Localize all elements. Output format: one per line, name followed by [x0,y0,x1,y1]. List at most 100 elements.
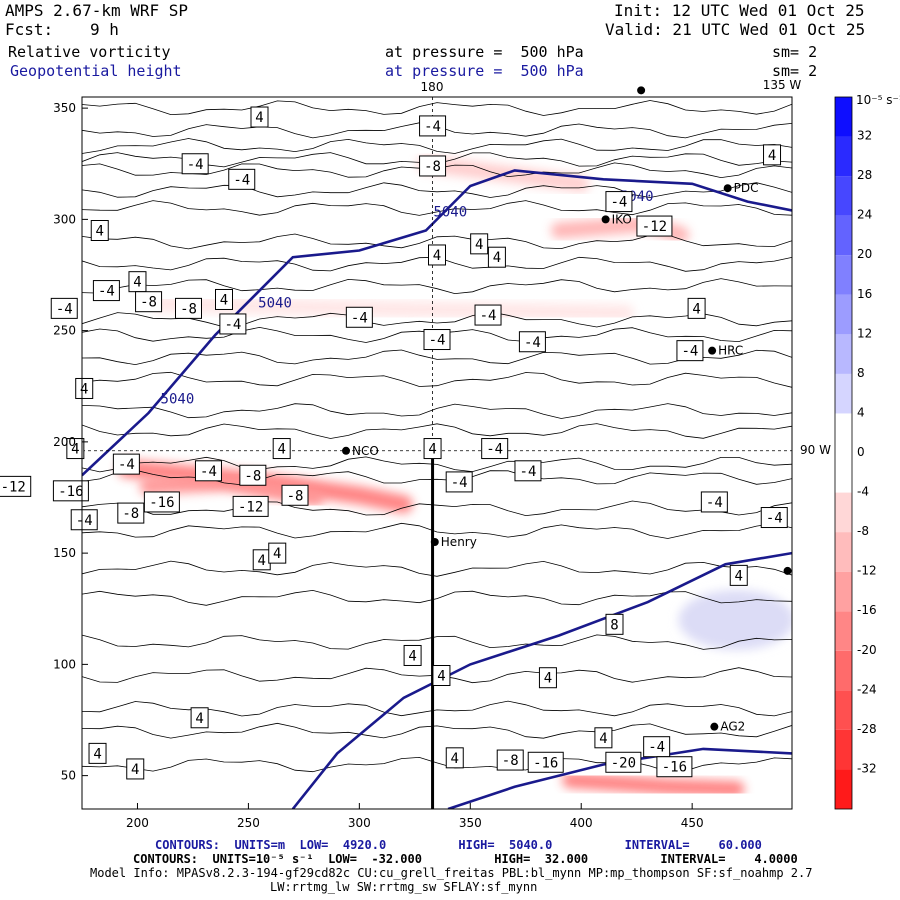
x-tick-label: 200 [126,816,149,830]
svg-text:-8: -8 [244,468,261,484]
vorticity-contour [82,456,792,473]
colorbar-tick-label: 24 [857,208,872,222]
colorbar-swatch [835,334,852,374]
station-marker: IKO [601,212,632,226]
colorbar-tick-label: -16 [857,603,877,617]
station-marker: AG2 [710,720,745,734]
colorbar-frame [834,96,853,810]
station-marker [637,86,646,95]
svg-text:4: 4 [493,250,501,266]
vorticity-contour-label: -16 [527,751,564,773]
svg-text:-4: -4 [486,442,503,458]
y-tick-label: 50 [61,769,76,783]
svg-text:4: 4 [277,442,285,458]
vorticity-contour-label: -16 [143,491,180,513]
y-tick-label: 350 [53,101,76,115]
vorticity-contour [82,589,792,606]
vorticity-contour-label: -4 [345,306,373,328]
colorbar-units: 10⁻⁵ s⁻¹ [856,93,900,107]
svg-text:-4: -4 [424,119,441,135]
svg-text:-8: -8 [140,295,157,311]
svg-text:-4: -4 [56,301,73,317]
svg-text:-4: -4 [766,511,783,527]
vorticity-contour-label: -4 [474,304,502,326]
svg-text:4: 4 [80,381,88,397]
station-marker: Henry [430,535,477,549]
vorticity-contour-label: -4 [760,507,788,529]
height-contour-label: 5040 [433,204,467,220]
svg-text:4: 4 [544,671,552,687]
vorticity-contour [82,349,792,366]
vorticity-contour-label: 4 [538,667,557,689]
vorticity-contour-label: -4 [228,168,256,190]
vorticity-contour-label: 4 [594,727,613,749]
vorticity-contour-label: -4 [700,491,728,513]
footer-physics: LW:rrtmg_lw SW:rrtmg_sw SFLAY:sf_mynn [270,880,538,894]
vorticity-contour [82,138,792,154]
vorticity-contour-label: -4 [643,736,671,758]
vorticity-contour-label: 4 [88,742,107,764]
colorbar-tick-label: 20 [857,247,872,261]
vorticity-contour [82,403,792,419]
y-tick-label: 250 [53,324,76,338]
vorticity-contour [82,560,792,577]
field1-level: at pressure = 500 hPa [385,43,584,61]
vorticity-contour-label: -8 [419,155,447,177]
svg-text:-4: -4 [682,344,699,360]
svg-text:-4: -4 [480,308,497,324]
footer-model-info: Model Info: MPASv8.2.3-194-gf29cd82c CU:… [90,866,813,880]
vorticity-contour-label: -12 [232,495,269,517]
vorticity-contour-label: 4 [126,758,145,780]
svg-text:5040: 5040 [433,204,467,220]
vorticity-contour-label: -8 [239,464,267,486]
svg-text:-16: -16 [58,484,83,500]
vorticity-contour-label: -8 [175,297,202,319]
colorbar-swatch [835,492,852,533]
svg-text:4: 4 [428,442,436,458]
colorbar-swatch [835,690,852,730]
vorticity-contour [82,100,792,116]
vorticity-contour-label: 4 [272,438,291,460]
colorbar-tick-label: -24 [857,682,877,696]
vorticity-contour-label: 4 [729,564,748,586]
svg-text:-16: -16 [533,755,558,771]
colorbar-swatch [835,611,852,651]
colorbar-tick-label: -4 [857,485,869,499]
vorticity-shade-band [562,772,745,797]
svg-text:4: 4 [71,442,79,458]
vorticity-contour-label: -4 [112,453,140,475]
colorbar-tick-label: -12 [857,564,877,578]
svg-text:4: 4 [273,546,281,562]
vorticity-contour-label: -4 [70,509,98,531]
forecast-hour: 9 h [90,20,119,39]
vorticity-contour-label: -4 [518,331,546,353]
svg-text:4: 4 [433,248,441,264]
svg-text:4: 4 [220,292,228,308]
vorticity-contour [82,423,792,439]
vorticity-contour-label: -12 [0,475,32,497]
vorticity-contour-label: -8 [496,749,524,771]
colorbar-tick-label: 32 [857,129,872,143]
field2-name: Geopotential height [10,62,182,80]
height-contour-label: 5040 [258,296,292,312]
svg-text:4: 4 [96,224,104,240]
vorticity-contour [82,278,792,295]
right-tick-90w: 90 W [800,443,831,457]
vorticity-contour-label: 4 [470,233,489,255]
vorticity-contour-label: -4 [514,460,542,482]
svg-text:-4: -4 [224,317,241,333]
vorticity-contour [82,233,792,250]
svg-text:-4: -4 [351,310,368,326]
svg-text:-4: -4 [200,464,217,480]
height-contour [447,747,792,809]
field2-smoothing: sm= 2 [772,62,818,80]
vorticity-contour-label: 4 [487,246,506,268]
svg-text:-12: -12 [642,219,667,235]
svg-text:-12: -12 [238,499,263,515]
x-tick-label: 250 [237,816,260,830]
svg-text:NCO: NCO [352,444,379,458]
vorticity-contour [82,200,792,216]
vorticity-contour-label: 4 [403,644,422,666]
colorbar-swatch [835,532,852,572]
